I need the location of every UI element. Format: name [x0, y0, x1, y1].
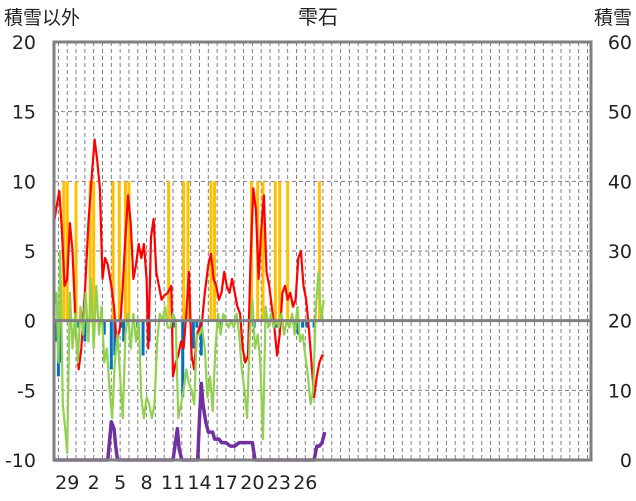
precipitation-bar [301, 320, 305, 328]
wind-line [52, 249, 325, 455]
precipitation-bar [102, 320, 106, 335]
x-tick-label: 14 [187, 472, 211, 494]
precipitation-bar [195, 320, 199, 328]
precipitation-bar [312, 320, 316, 328]
right-y-tick-labels: 60 50 40 30 20 10 0 [608, 32, 632, 472]
precipitation-bar [54, 320, 58, 342]
x-tick-label: 5 [114, 472, 126, 494]
y-right-tick-label: 40 [608, 171, 632, 193]
right-axis-title: 積雪 [594, 7, 632, 29]
y-left-tick-label: 0 [24, 311, 36, 333]
precipitation-bar [274, 320, 278, 328]
gridlines [54, 42, 591, 460]
sunshine-bar [278, 181, 282, 321]
sunshine-bar [88, 181, 92, 321]
sunshine-bar [261, 181, 265, 321]
x-tick-label: 11 [161, 472, 185, 494]
y-left-tick-label: -5 [17, 380, 36, 402]
sunshine-bar [186, 181, 190, 321]
left-y-tick-labels: 20 15 10 5 0 -5 -10 [5, 32, 36, 472]
sunshine-bar [117, 181, 121, 321]
sunshine-bar [127, 181, 131, 321]
y-left-tick-label: 15 [12, 102, 36, 124]
y-left-tick-label: 20 [12, 32, 36, 54]
y-left-tick-label: 10 [12, 171, 36, 193]
x-tick-labels: 29 2 5 8 11 14 17 20 23 26 [55, 472, 317, 494]
sunshine-bar [286, 181, 290, 321]
chart-title: 雫石 [298, 5, 338, 29]
y-left-tick-label: 5 [24, 241, 36, 263]
precipitation-bar [113, 320, 117, 356]
sunshine-bar [273, 181, 277, 321]
precipitation-bar [122, 320, 126, 342]
precipitation-bar [181, 320, 185, 398]
y-right-tick-label: 30 [608, 241, 632, 263]
x-tick-label: 29 [55, 472, 79, 494]
snow-line [54, 381, 327, 462]
x-tick-label: 20 [240, 472, 264, 494]
x-tick-label: 2 [88, 472, 100, 494]
left-axis-title: 積雪以外 [4, 7, 80, 29]
x-tick-label: 8 [141, 472, 153, 494]
sunshine-bar [317, 181, 321, 321]
precipitation-bar [191, 320, 195, 349]
precipitation-bar [305, 320, 309, 328]
sunshine-bar [209, 181, 213, 321]
precipitation-bar [83, 320, 87, 342]
y-right-tick-label: 0 [620, 450, 632, 472]
x-tick-label: 23 [267, 472, 291, 494]
y-right-tick-label: 50 [608, 102, 632, 124]
y-right-tick-label: 10 [608, 380, 632, 402]
sunshine-bar [65, 181, 69, 321]
y-left-tick-label: -10 [5, 450, 36, 472]
y-right-tick-label: 20 [608, 311, 632, 333]
y-right-tick-label: 60 [608, 32, 632, 54]
x-tick-label: 26 [293, 472, 317, 494]
sunshine-bar [111, 181, 115, 321]
precipitation-bar [141, 320, 145, 356]
precipitation-bar [109, 320, 113, 370]
sunshine-bar [167, 181, 171, 321]
plot-frame [52, 40, 593, 462]
sunshine-bar [92, 181, 96, 321]
x-tick-label: 17 [214, 472, 238, 494]
precipitation-bar [199, 320, 203, 356]
sunshine-bar [182, 181, 186, 321]
sunshine-bar [212, 181, 216, 321]
sunshine-bar [74, 181, 78, 321]
